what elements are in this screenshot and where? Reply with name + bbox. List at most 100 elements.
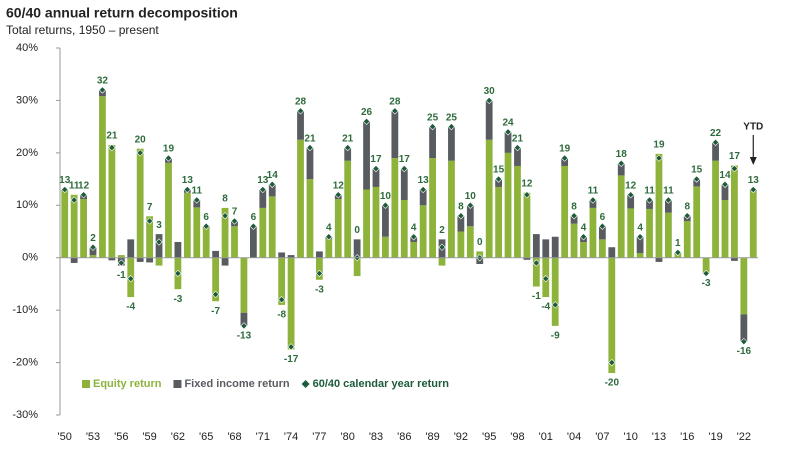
diamond-marker	[136, 149, 144, 157]
data-label: 4	[326, 222, 332, 233]
bar-segment	[617, 163, 625, 176]
x-tick-label: '95	[482, 431, 496, 443]
diamond-marker	[438, 243, 446, 251]
diamond-marker	[98, 86, 107, 94]
data-label: 4	[411, 222, 417, 233]
data-label: 0	[354, 225, 360, 236]
bar-segment	[183, 192, 191, 258]
data-label: 11	[663, 186, 674, 197]
data-label: 6	[203, 212, 209, 223]
bar-segment	[532, 257, 540, 287]
legend-label: 60/40 calendar year return	[313, 378, 450, 390]
data-label: 19	[163, 144, 175, 155]
bar-segment	[400, 168, 408, 201]
bar-segment	[382, 236, 389, 258]
bar-segment	[136, 257, 144, 262]
data-label: 10	[465, 191, 477, 202]
bar-segment	[363, 121, 370, 190]
data-label: 28	[389, 97, 401, 108]
bar-segment	[712, 160, 719, 258]
data-label: -20	[605, 378, 620, 389]
data-label: 19	[559, 144, 571, 155]
diamond-marker	[410, 233, 418, 241]
data-label: 8	[684, 201, 690, 212]
bar-segment	[561, 165, 569, 258]
bar-segment	[664, 200, 672, 213]
diamond-marker	[325, 233, 333, 241]
bar-segment	[202, 227, 210, 258]
bar-segment	[608, 257, 616, 374]
bar-segment	[617, 175, 625, 258]
bar-segment	[259, 189, 267, 208]
bar-segment	[306, 179, 314, 258]
data-label: 13	[418, 175, 430, 186]
bar-segment	[438, 257, 446, 266]
data-label: 25	[446, 112, 458, 123]
data-label: -17	[284, 354, 299, 365]
annotation-arrowhead	[749, 157, 757, 165]
diamond-marker	[221, 212, 229, 220]
diamond-marker	[466, 201, 474, 209]
x-tick-label: '83	[369, 431, 383, 443]
bar-segment	[363, 189, 370, 258]
data-label: 11	[69, 180, 80, 191]
bar-segment	[702, 257, 710, 274]
bar-segment	[429, 126, 436, 159]
bar-segment	[165, 162, 172, 258]
data-label: 28	[295, 97, 307, 108]
diamond-marker	[532, 259, 540, 267]
bar-segment	[570, 223, 578, 258]
bar-segment	[485, 100, 493, 140]
data-label: 1	[675, 238, 681, 249]
data-label: 2	[439, 225, 445, 236]
bar-segment	[504, 152, 512, 258]
diamond-marker	[627, 191, 635, 199]
diamond-marker	[372, 164, 380, 173]
bar-segment	[636, 236, 644, 253]
x-tick-label: '53	[86, 431, 100, 443]
bar-segment	[391, 110, 399, 159]
diamond-marker	[259, 185, 267, 194]
diamond-marker	[391, 107, 399, 115]
bar-segment	[278, 252, 286, 258]
data-label: 6	[251, 212, 257, 223]
data-label: 21	[342, 133, 354, 144]
bar-segment	[749, 191, 757, 258]
bar-segment	[504, 131, 512, 153]
diamond-marker	[683, 212, 691, 220]
bar-segment	[61, 190, 69, 258]
x-tick-label: '01	[539, 431, 553, 443]
diamond-marker	[636, 233, 644, 241]
x-tick-label: '13	[652, 431, 666, 443]
bar-segment	[627, 194, 635, 209]
bar-segment	[278, 257, 286, 305]
diamond-marker	[702, 269, 710, 278]
diamond-marker	[711, 138, 720, 146]
data-label: 10	[380, 191, 392, 202]
bar-segment	[268, 184, 276, 197]
diamond-marker	[542, 275, 550, 283]
data-label: -4	[126, 302, 135, 313]
bar-segment	[466, 226, 474, 258]
bar-segment	[344, 160, 352, 258]
diamond-marker	[504, 128, 512, 136]
data-label: 22	[710, 128, 722, 139]
x-tick-label: '10	[623, 431, 637, 443]
data-label: 24	[502, 118, 514, 129]
y-tick-label: -20%	[12, 356, 38, 368]
diamond-marker	[296, 107, 305, 115]
bar-segment	[221, 207, 229, 258]
bar-segment	[712, 142, 719, 161]
data-label: 11	[644, 186, 655, 197]
bar-segment	[372, 186, 380, 258]
data-label: 8	[571, 201, 577, 212]
bar-segment	[89, 255, 97, 258]
bar-segment	[495, 179, 503, 187]
bar-segment	[193, 200, 201, 208]
chart-subtitle: Total returns, 1950 – present	[6, 23, 159, 37]
diamond-marker	[145, 217, 154, 225]
diamond-marker	[89, 243, 97, 251]
bar-segment	[608, 247, 616, 258]
bar-segment	[146, 257, 154, 263]
bar-segment	[155, 234, 163, 258]
